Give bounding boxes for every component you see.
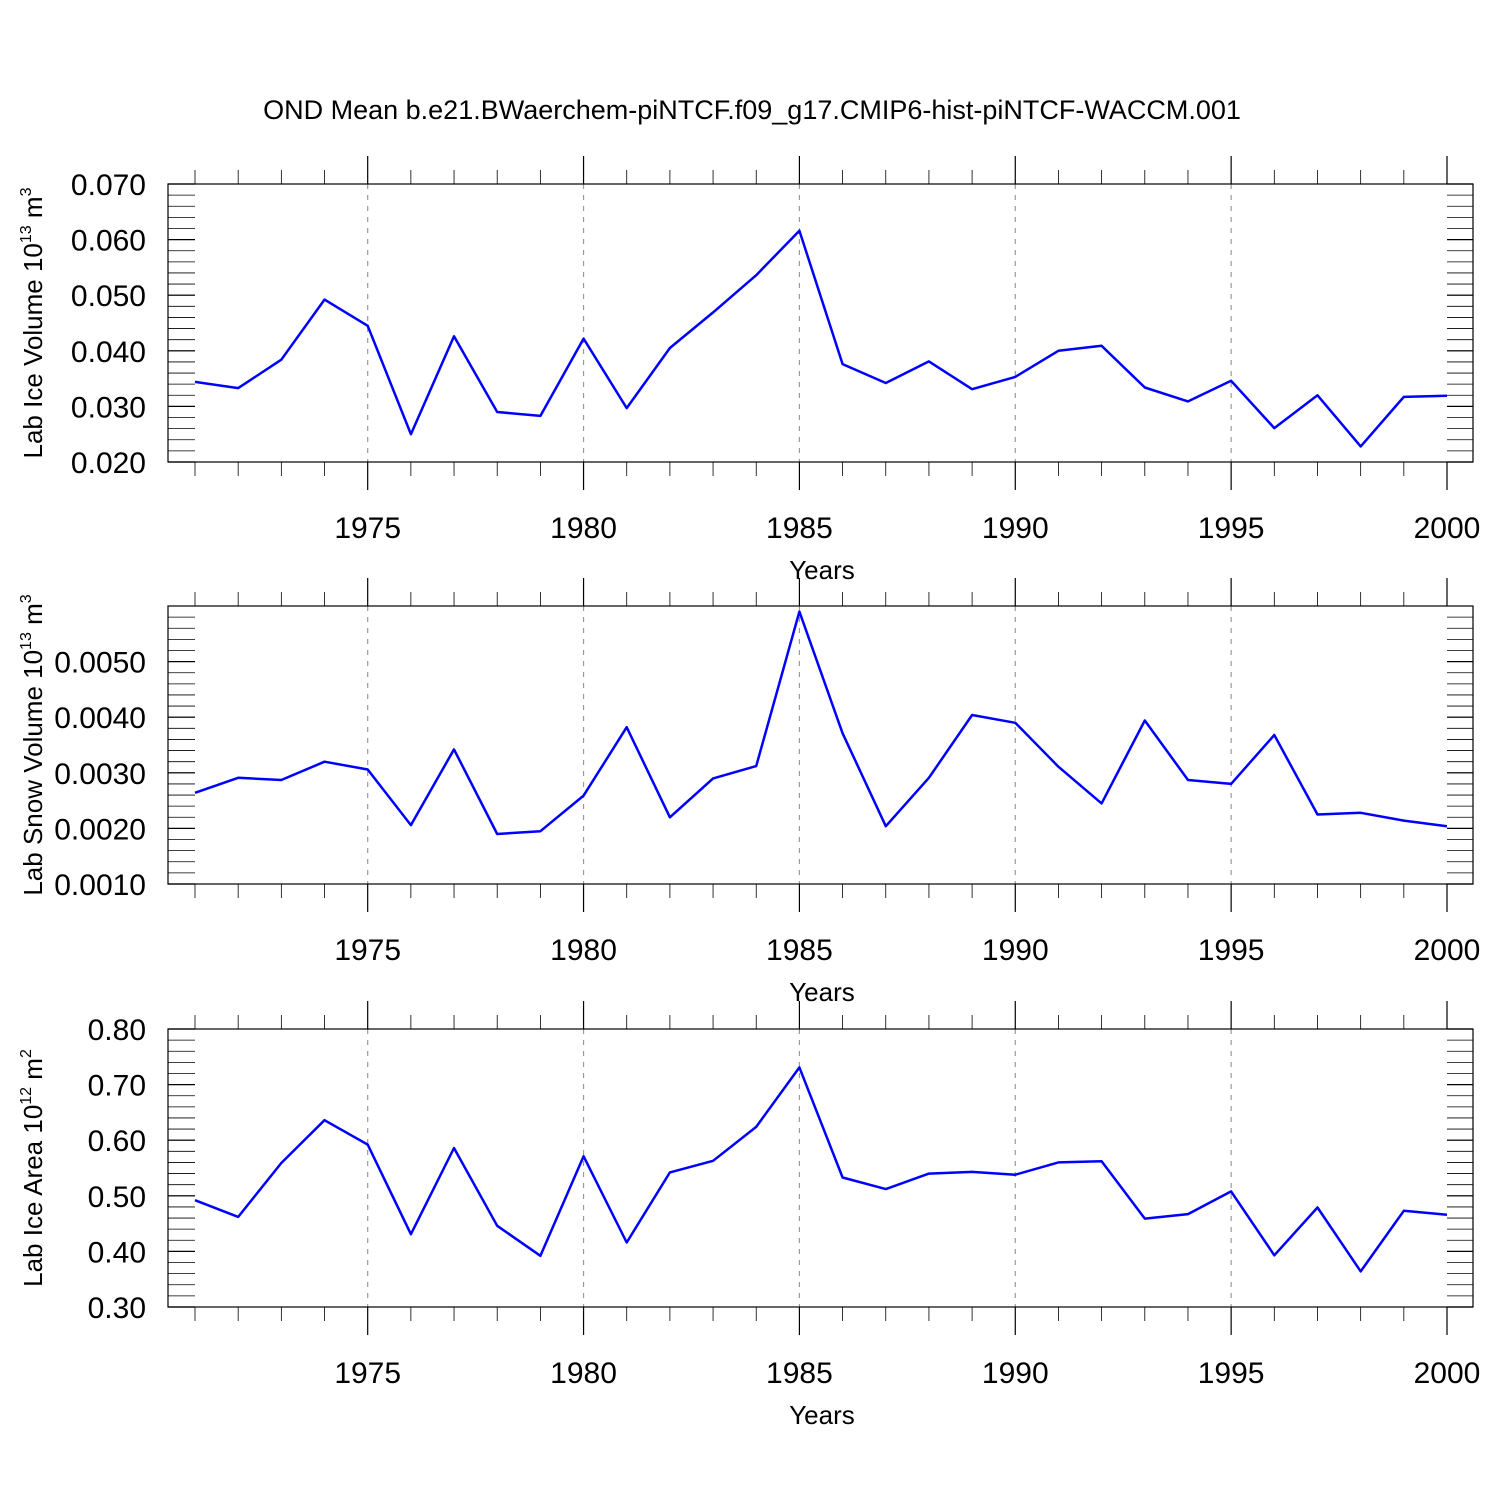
y-axis-title-ylabel-exp: 13 (18, 225, 35, 243)
x-tick-label: 1985 (766, 1357, 833, 1390)
x-tick-label: 1995 (1198, 1357, 1265, 1390)
x-tick-label: 1980 (550, 512, 617, 545)
y-axis-title-ylabel-exp: 12 (18, 1087, 35, 1105)
y-tick-label: 0.050 (71, 280, 146, 313)
x-tick-label: 1990 (982, 512, 1049, 545)
chart-panel-3: 0.30 0.40 0.50 0.60 0.70 0.80 1975 1980 1985 1990… (18, 1001, 1480, 1430)
x-tick-label: 1985 (766, 934, 833, 967)
x-tick-label: 1995 (1198, 512, 1265, 545)
y-axis-title-ylabel-exp: 13 (18, 632, 35, 650)
y-tick-label: 0.020 (71, 447, 146, 480)
data-line-2 (194, 610, 1448, 836)
y-axis-title-ylabel-unit: m (18, 196, 48, 225)
y-axis-title: Lab Ice Area 1012 m2 (18, 1049, 48, 1287)
chart-panel-2: 0.0010 0.0020 0.0030 0.0040 0.0050 1975 1980 19… (18, 578, 1480, 1007)
y-tick-label: 0.50 (88, 1181, 146, 1214)
x-tick-label: 1985 (766, 512, 833, 545)
x-tick-label: 1975 (334, 512, 401, 545)
x-tick-label: 1990 (982, 1357, 1049, 1390)
y-axis-title-ylabel-unit: m (18, 603, 48, 632)
x-tick-label: 2000 (1414, 1357, 1481, 1390)
y-axis-title-ylabel-unit-exp: 3 (18, 187, 35, 196)
y-tick-label: 0.0030 (54, 758, 146, 791)
x-axis-title: Years (789, 1400, 855, 1430)
x-tick-label: 1980 (550, 1357, 617, 1390)
y-tick-label: 0.60 (88, 1125, 146, 1158)
figure-title: OND Mean b.e21.BWaerchem-piNTCF.f09_g17.… (263, 95, 1241, 125)
y-tick-label: 0.030 (71, 391, 146, 424)
x-tick-label: 1995 (1198, 934, 1265, 967)
plot-frame (167, 1028, 1474, 1308)
y-tick-label: 0.0010 (54, 869, 146, 902)
y-tick-label: 0.070 (71, 169, 146, 202)
plot-frame (167, 605, 1474, 885)
y-axis-title-ylabel-main: Lab Snow Volume 10 (18, 650, 48, 896)
x-tick-label: 1975 (334, 934, 401, 967)
y-axis-title: Lab Snow Volume 1013 m3 (18, 594, 48, 895)
y-tick-label: 0.0040 (54, 702, 146, 735)
y-tick-label: 0.70 (88, 1070, 146, 1103)
x-tick-label: 2000 (1414, 512, 1481, 545)
x-tick-label: 1975 (334, 1357, 401, 1390)
y-axis-title-ylabel-unit-exp: 3 (18, 594, 35, 603)
chart-panels: 0.020 0.030 0.040 0.050 0.060 0.070 1975 1980 19… (18, 156, 1480, 1430)
y-tick-label: 0.30 (88, 1292, 146, 1325)
y-axis-title-ylabel-main: Lab Ice Area 10 (18, 1105, 48, 1287)
data-line-1 (194, 229, 1448, 448)
y-tick-label: 0.060 (71, 225, 146, 258)
x-axis-title: Years (789, 977, 855, 1007)
x-tick-label: 1980 (550, 934, 617, 967)
x-axis-title: Years (789, 555, 855, 585)
y-axis-title-ylabel-unit-exp: 2 (18, 1049, 35, 1058)
y-tick-label: 0.040 (71, 336, 146, 369)
y-tick-label: 0.0020 (54, 813, 146, 846)
plot-frame (167, 183, 1474, 463)
chart-panel-1: 0.020 0.030 0.040 0.050 0.060 0.070 1975 1980 19… (18, 156, 1480, 585)
y-tick-label: 0.80 (88, 1014, 146, 1047)
y-axis-title-ylabel-main: Lab Ice Volume 10 (18, 243, 48, 458)
y-tick-label: 0.40 (88, 1236, 146, 1269)
x-tick-label: 1990 (982, 934, 1049, 967)
y-tick-label: 0.0050 (54, 647, 146, 680)
y-axis-title-ylabel-unit: m (18, 1058, 48, 1087)
y-axis-title: Lab Ice Volume 1013 m3 (18, 187, 48, 458)
x-tick-label: 2000 (1414, 934, 1481, 967)
data-line-3 (194, 1066, 1448, 1273)
